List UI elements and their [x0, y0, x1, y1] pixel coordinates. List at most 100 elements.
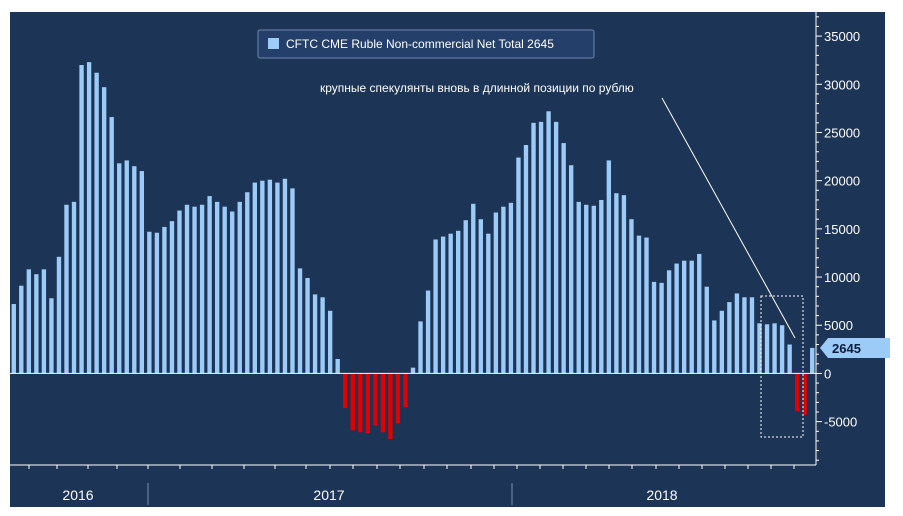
bar [516, 157, 521, 374]
bar [531, 122, 536, 374]
bar [501, 206, 506, 374]
bar [757, 323, 762, 374]
bar [86, 62, 92, 374]
bar [410, 367, 416, 374]
bar [199, 204, 205, 374]
bar [282, 178, 288, 374]
bar [651, 281, 657, 374]
bar [779, 325, 785, 374]
bar [463, 220, 468, 374]
bar [305, 278, 310, 374]
bar [614, 193, 619, 374]
bar [373, 373, 378, 426]
bar [19, 285, 24, 374]
bar [538, 121, 544, 374]
bar [395, 373, 401, 424]
bar [101, 87, 107, 374]
bar [222, 206, 227, 374]
last-value-tag: 2645 [820, 337, 890, 358]
bar [794, 373, 800, 412]
bar [418, 321, 423, 374]
bar [327, 310, 333, 374]
bar [162, 226, 167, 374]
bar [252, 182, 257, 374]
bar [94, 72, 99, 374]
bar [674, 263, 679, 374]
y-axis: 35000 30000 25000 20000 15000 10000 5000 0 -5000 [815, 12, 860, 465]
bar [275, 182, 280, 374]
bar [290, 188, 295, 374]
bar [425, 290, 431, 374]
bar [154, 232, 160, 374]
y-tick-label: 30000 [824, 77, 860, 92]
bar [576, 201, 581, 374]
bar [659, 282, 664, 374]
bar [569, 165, 574, 374]
bar [561, 143, 566, 374]
bar [64, 204, 69, 374]
bar [184, 204, 190, 374]
bar [478, 219, 483, 374]
bar [697, 253, 702, 374]
x-tick-label: 2018 [646, 487, 677, 503]
bar [749, 297, 755, 374]
bar [802, 373, 807, 415]
y-tick-label: 20000 [824, 174, 860, 189]
legend-box [257, 29, 595, 59]
bar [704, 286, 709, 374]
bar [169, 221, 175, 374]
bar [621, 195, 627, 374]
bar [787, 344, 792, 374]
x-tick-label: 2017 [313, 487, 344, 503]
bar [644, 237, 649, 374]
bar [433, 239, 438, 374]
bar [192, 206, 197, 374]
bar [606, 160, 612, 374]
bar [591, 205, 596, 374]
y-tick-label: 0 [824, 366, 831, 381]
bar [727, 302, 732, 374]
bar [79, 65, 84, 374]
bar [109, 117, 114, 374]
bar [237, 201, 242, 374]
x-axis: 2016 2017 2018 [10, 464, 816, 505]
bar [343, 373, 348, 409]
y-tick-label: 5000 [824, 318, 853, 333]
annotation-text: крупные спекулянты вновь в длинной позиц… [320, 81, 634, 95]
bar [380, 373, 386, 433]
bar [734, 293, 740, 374]
bar [335, 358, 340, 374]
bar [456, 230, 461, 374]
bar [11, 304, 16, 374]
bar [177, 210, 182, 374]
bar [139, 171, 145, 374]
bar [214, 201, 220, 374]
y-tick-label: 35000 [824, 29, 860, 44]
bar [440, 236, 446, 374]
bar [553, 121, 559, 374]
bar [666, 270, 672, 374]
bar [132, 166, 137, 374]
bar [629, 219, 634, 374]
y-tick-label: 25000 [824, 125, 860, 140]
bar [147, 231, 152, 374]
bar [297, 268, 303, 374]
bar [764, 324, 770, 374]
bar [71, 201, 77, 374]
legend: CFTC CME Ruble Non-commercial Net Total … [257, 29, 595, 59]
annotation-arrow [661, 97, 796, 339]
bar [546, 111, 551, 374]
bar [230, 211, 235, 374]
bar [117, 163, 122, 374]
x-tick-label: 2016 [62, 487, 93, 503]
bar [245, 192, 250, 374]
bar [523, 145, 529, 374]
legend-swatch [268, 38, 279, 49]
bar [599, 199, 604, 374]
bar [26, 269, 32, 374]
bar [689, 260, 694, 374]
bar [365, 373, 370, 434]
bar [742, 297, 747, 374]
